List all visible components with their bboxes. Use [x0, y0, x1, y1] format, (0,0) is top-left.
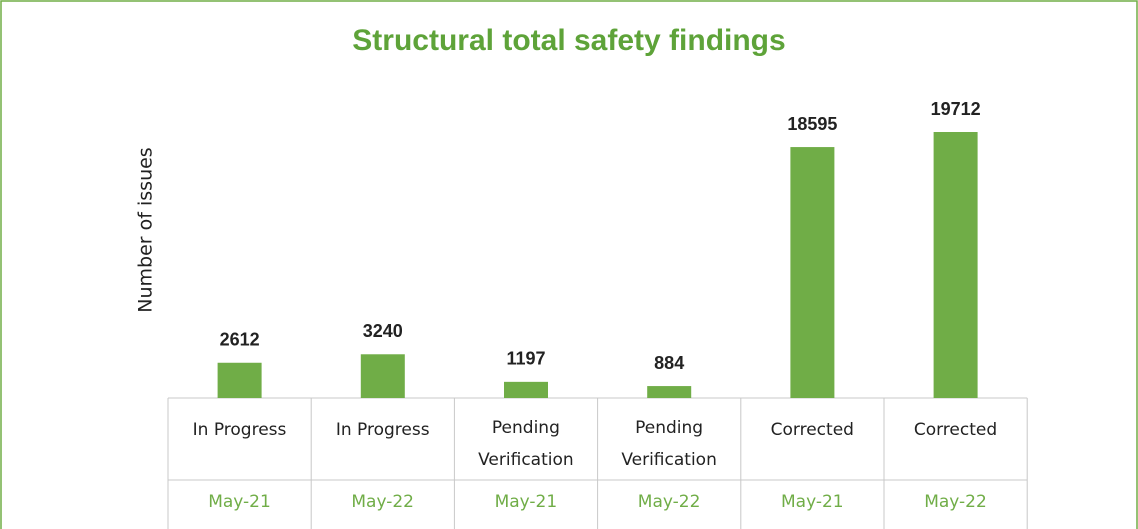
x-tick-label: In Progress	[335, 420, 430, 440]
period-label: May-21	[494, 492, 558, 512]
period-label: May-21	[208, 492, 271, 512]
data-label: 884	[654, 353, 684, 373]
bar	[647, 386, 692, 398]
data-label: 2612	[220, 330, 260, 350]
data-label: 3240	[363, 321, 403, 341]
data-label: 18595	[787, 114, 837, 134]
data-label: 1197	[506, 349, 545, 369]
data-label: 19712	[931, 99, 981, 119]
x-tick-label: Corrected	[913, 420, 998, 440]
bar	[790, 147, 835, 398]
period-label: May-22	[924, 492, 987, 512]
bar	[217, 362, 262, 398]
x-tick-label: Pending Verification	[621, 418, 717, 470]
period-label: May-21	[780, 492, 844, 512]
bar	[933, 132, 978, 398]
x-tick-label: Pending Verification	[478, 418, 574, 470]
bar	[504, 381, 548, 398]
period-label: May-22	[637, 492, 701, 512]
period-label: May-22	[351, 492, 414, 512]
x-tick-label: In Progress	[192, 420, 287, 440]
x-tick-label: Corrected	[770, 420, 854, 440]
bar	[360, 354, 405, 398]
y-axis-label: Number of issues	[135, 147, 157, 312]
chart-title: Structural total safety findings	[352, 24, 785, 57]
